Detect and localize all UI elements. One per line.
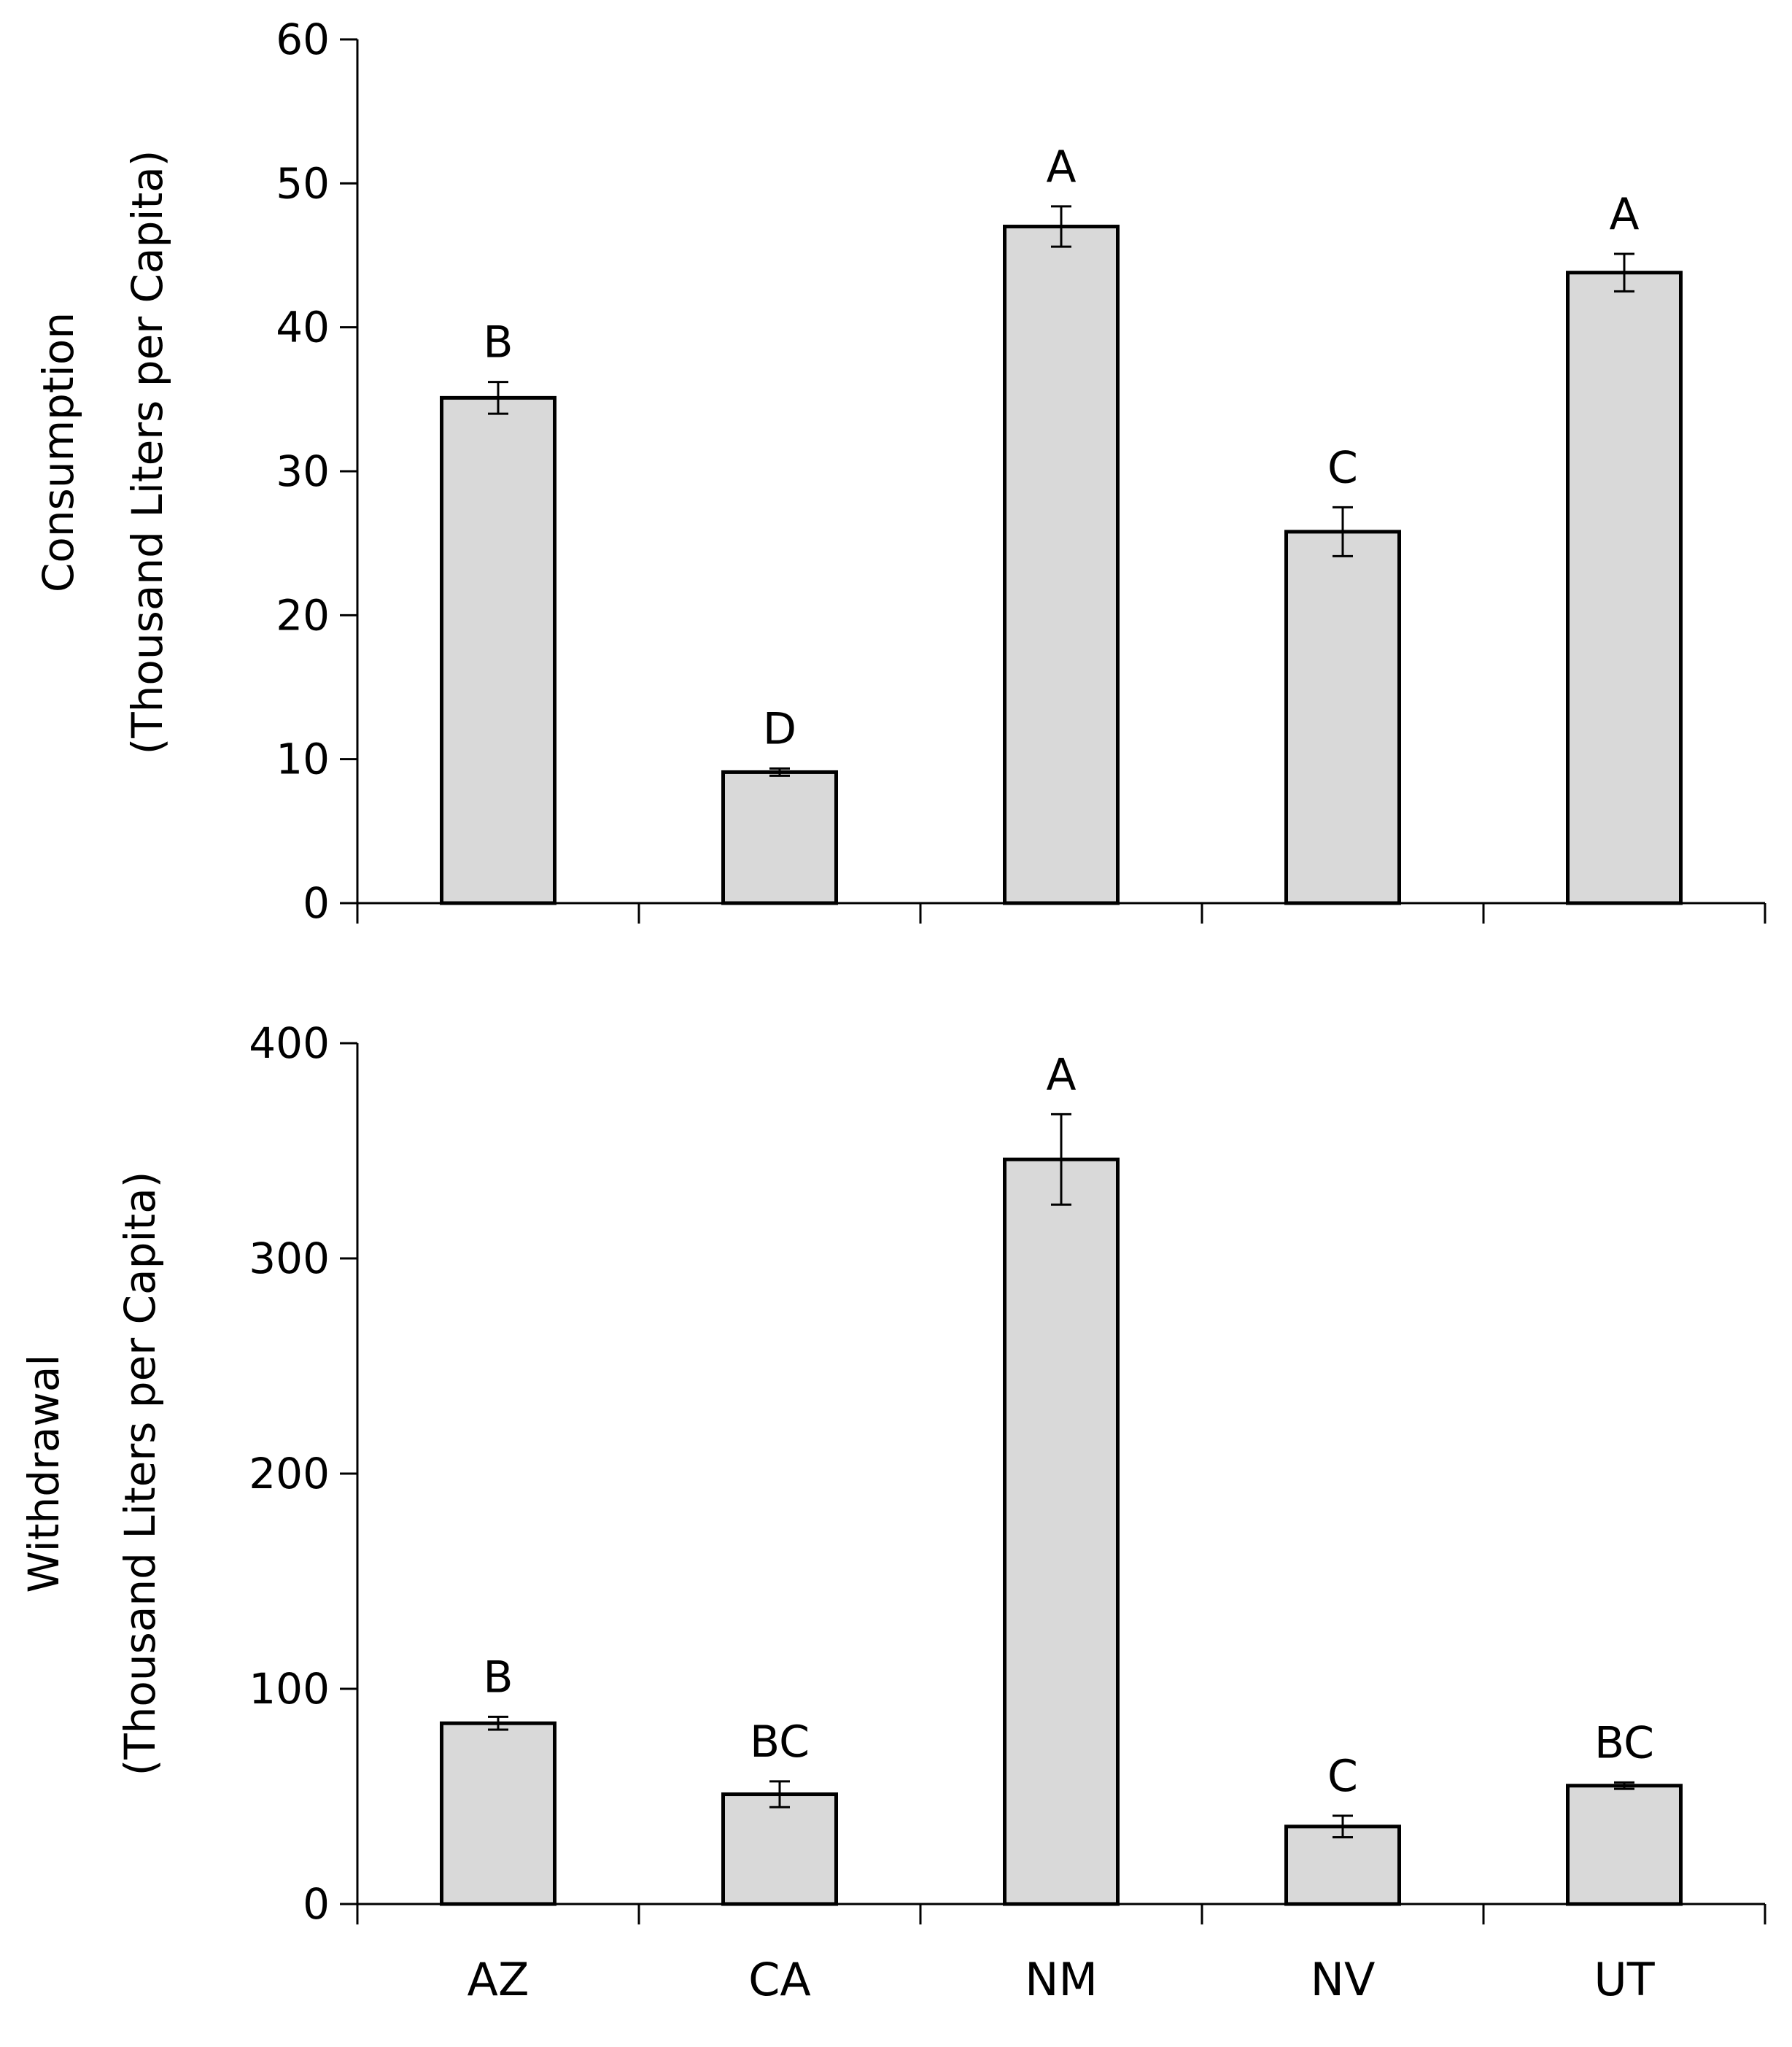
consumption-y-tick-label: 60 — [276, 15, 330, 64]
consumption-significance-label: A — [1046, 142, 1076, 193]
consumption-bar-ut — [1566, 271, 1683, 905]
consumption-significance-label: D — [763, 703, 796, 754]
consumption-bar-nm — [1003, 225, 1120, 905]
x-category-label-az: AZ — [468, 1953, 530, 2006]
withdrawal-bar-nv — [1284, 1824, 1401, 1906]
x-category-label-ut: UT — [1594, 1953, 1655, 2006]
consumption-significance-label: B — [483, 317, 513, 368]
withdrawal-significance-label: BC — [750, 1717, 810, 1768]
consumption-y-tick-label: 40 — [276, 303, 330, 352]
consumption-y-axis-subtitle: (Thousand Liters per Capita) — [123, 150, 172, 755]
consumption-y-tick-label: 30 — [276, 446, 330, 496]
withdrawal-significance-label: C — [1327, 1751, 1358, 1802]
consumption-y-tick-label: 0 — [303, 878, 330, 928]
consumption-bar-nv — [1284, 530, 1401, 905]
consumption-bar-ca — [721, 770, 838, 905]
withdrawal-significance-label: B — [483, 1652, 513, 1703]
withdrawal-significance-label: BC — [1594, 1717, 1654, 1768]
x-category-label-nm: NM — [1025, 1953, 1098, 2006]
withdrawal-significance-label: A — [1046, 1049, 1076, 1100]
withdrawal-bar-ca — [721, 1792, 838, 1906]
withdrawal-y-tick-label: 200 — [249, 1449, 330, 1498]
withdrawal-y-tick-label: 300 — [249, 1234, 330, 1283]
consumption-y-tick-label: 50 — [276, 158, 330, 208]
withdrawal-bar-nm — [1003, 1157, 1120, 1906]
consumption-significance-label: C — [1327, 442, 1358, 493]
withdrawal-y-tick-label: 400 — [249, 1018, 330, 1068]
consumption-significance-label: A — [1609, 189, 1639, 240]
withdrawal-bar-ut — [1566, 1784, 1683, 1906]
x-category-label-ca: CA — [748, 1953, 811, 2006]
consumption-y-tick-label: 10 — [276, 735, 330, 784]
withdrawal-bar-az — [440, 1721, 556, 1906]
consumption-bar-az — [440, 395, 556, 905]
withdrawal-y-axis-title: Withdrawal — [19, 1355, 69, 1593]
withdrawal-y-tick-label: 100 — [249, 1664, 330, 1714]
x-category-label-nv: NV — [1311, 1953, 1376, 2006]
withdrawal-y-tick-label: 0 — [303, 1879, 330, 1929]
consumption-y-axis-title: Consumption — [34, 312, 83, 592]
withdrawal-y-axis-subtitle: (Thousand Liters per Capita) — [115, 1172, 165, 1776]
consumption-y-tick-label: 20 — [276, 590, 330, 640]
